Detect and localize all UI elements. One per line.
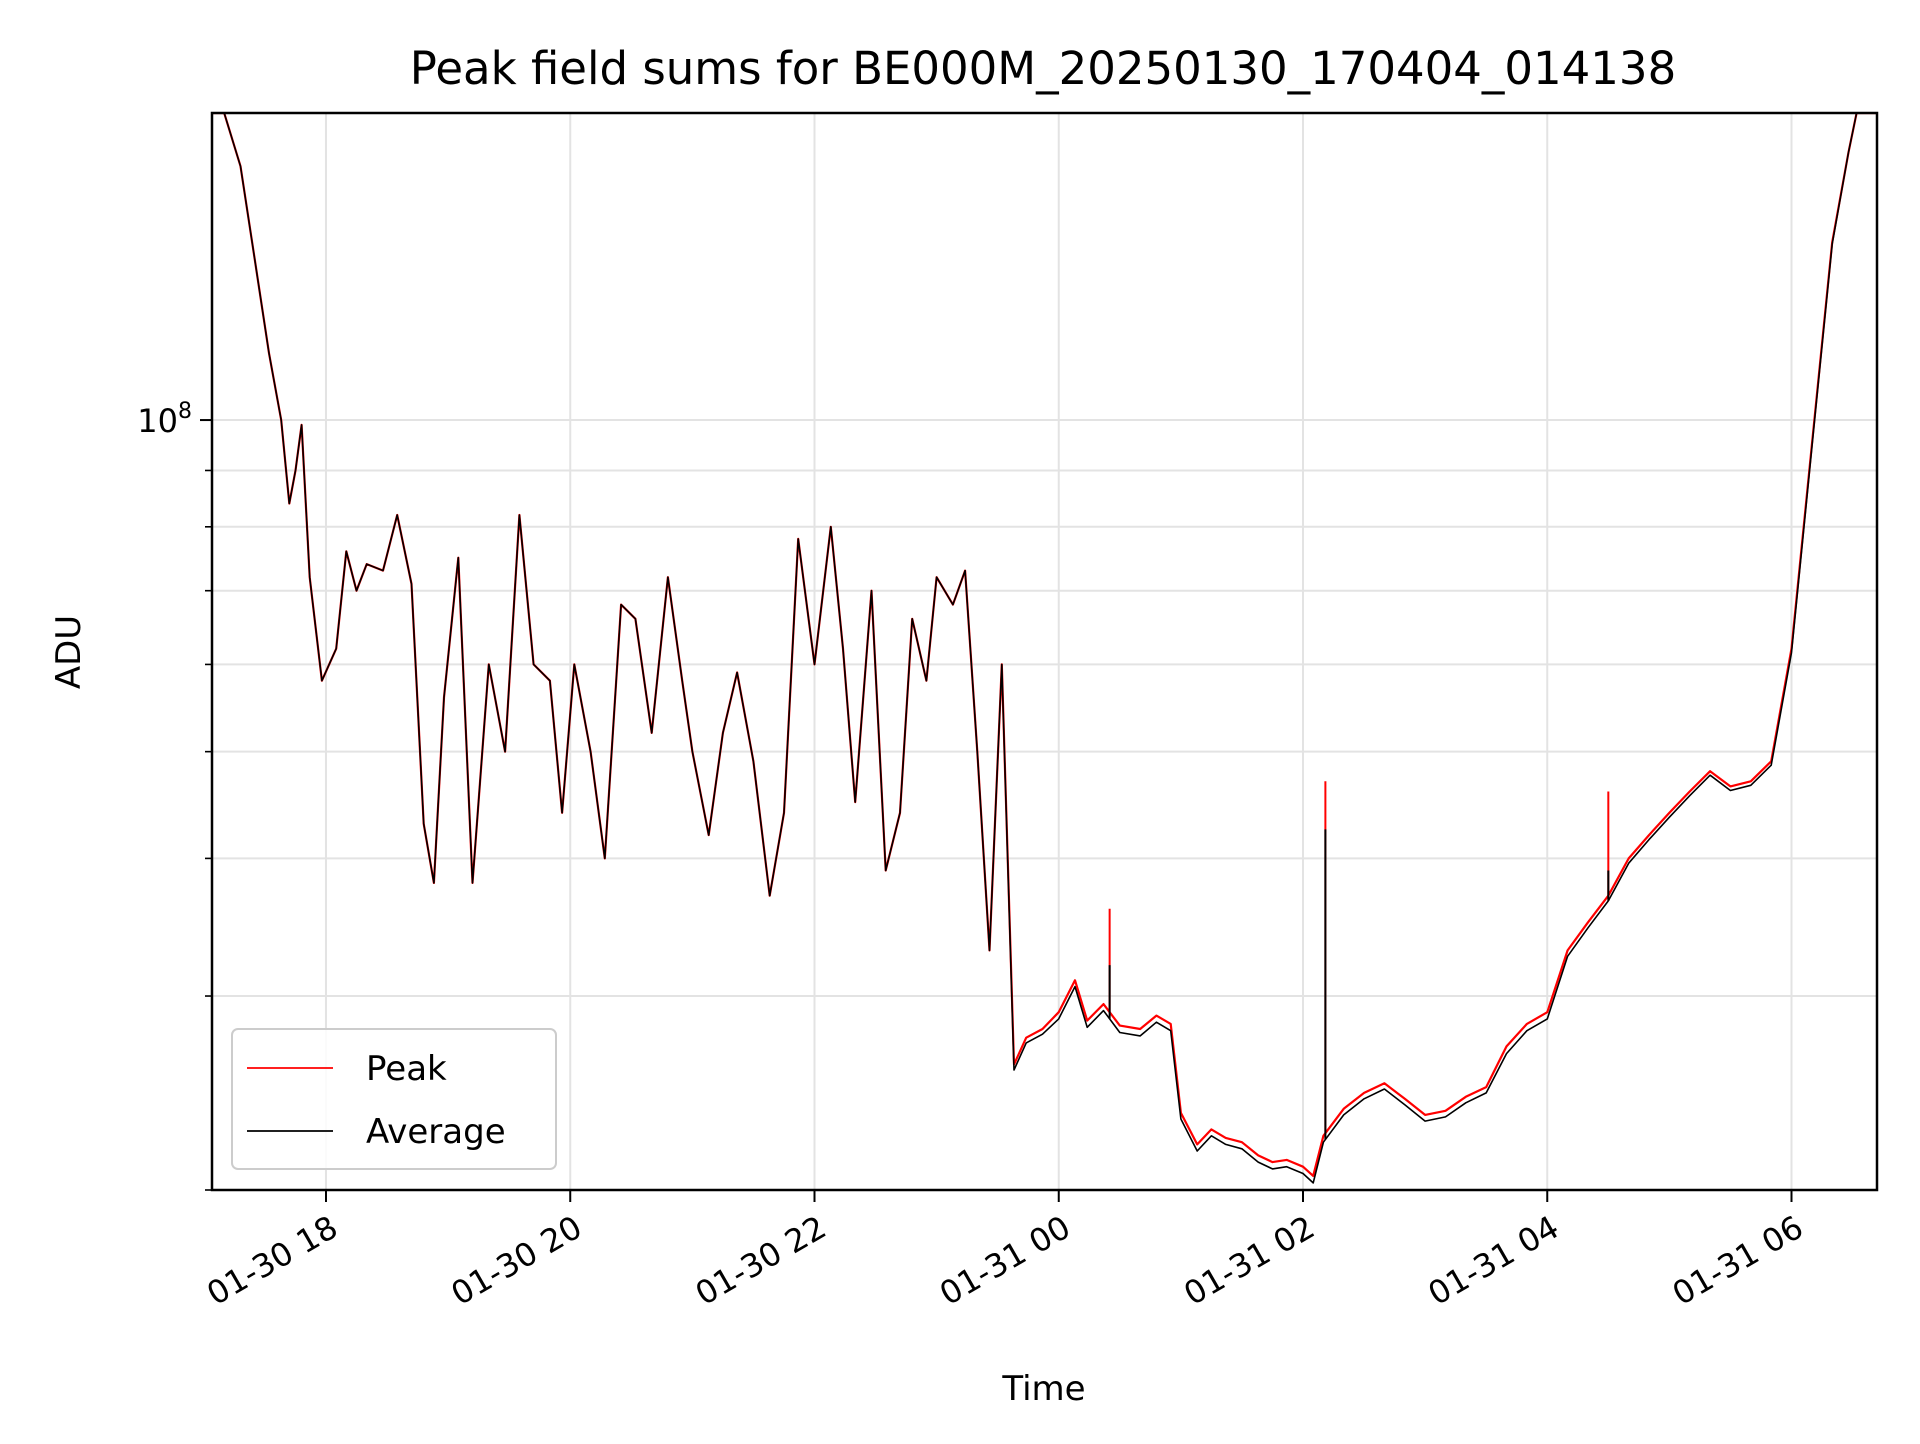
plot-area-frame <box>210 111 1879 1192</box>
x-axis-label: Time <box>1001 1369 1085 1409</box>
legend-label-peak: Peak <box>366 1049 447 1089</box>
series-line-average <box>212 113 1877 1184</box>
y-axis-label: ADU <box>49 615 89 689</box>
chart-title: Peak field sums for BE000M_20250130_1704… <box>410 42 1676 95</box>
legend-label-average: Average <box>366 1112 506 1152</box>
legend: Peak Average <box>231 1028 557 1170</box>
series-layer <box>212 113 1877 1184</box>
y-tick-label: 108 <box>137 399 192 440</box>
legend-box <box>231 1028 557 1170</box>
